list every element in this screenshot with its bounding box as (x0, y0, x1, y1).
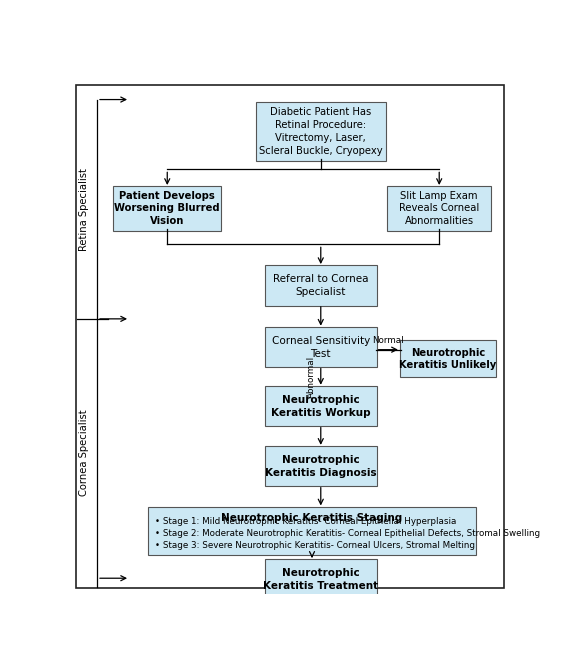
Text: Corneal Sensitivity
Test: Corneal Sensitivity Test (272, 336, 370, 358)
Text: Referral to Cornea
Specialist: Referral to Cornea Specialist (273, 274, 368, 297)
Text: Neurotrophic
Keratitis Workup: Neurotrophic Keratitis Workup (271, 395, 371, 418)
Text: Neurotrophic
Keratitis Treatment: Neurotrophic Keratitis Treatment (263, 568, 378, 591)
Text: Diabetic Patient Has
Retinal Procedure:
Vitrectomy, Laser,
Scleral Buckle, Cryop: Diabetic Patient Has Retinal Procedure: … (259, 107, 383, 155)
FancyBboxPatch shape (76, 85, 504, 588)
FancyBboxPatch shape (400, 340, 496, 378)
FancyBboxPatch shape (113, 186, 221, 231)
FancyBboxPatch shape (265, 559, 377, 599)
Text: Slit Lamp Exam
Reveals Corneal
Abnormalities: Slit Lamp Exam Reveals Corneal Abnormali… (399, 191, 479, 226)
FancyBboxPatch shape (388, 186, 491, 231)
Text: Neurotrophic
Keratitis Unlikely: Neurotrophic Keratitis Unlikely (400, 348, 496, 370)
FancyBboxPatch shape (265, 265, 377, 305)
FancyBboxPatch shape (265, 327, 377, 367)
Text: Retina Specialist: Retina Specialist (79, 168, 89, 251)
Text: Normal: Normal (372, 336, 404, 345)
Text: Neurotrophic
Keratitis Diagnosis: Neurotrophic Keratitis Diagnosis (265, 455, 376, 478)
Text: Cornea Specialist: Cornea Specialist (79, 410, 89, 496)
Text: Neurotrophic Keratitis Staging: Neurotrophic Keratitis Staging (221, 514, 402, 524)
FancyBboxPatch shape (265, 446, 377, 486)
FancyBboxPatch shape (265, 386, 377, 426)
Text: • Stage 1: Mild Neurotrophic Keratitis- Corneal Epithelial Hyperplasia
• Stage 2: • Stage 1: Mild Neurotrophic Keratitis- … (155, 517, 540, 550)
Text: Patient Develops
Worsening Blurred
Vision: Patient Develops Worsening Blurred Visio… (114, 191, 220, 226)
Text: Abnormal: Abnormal (307, 356, 316, 398)
FancyBboxPatch shape (148, 507, 475, 555)
FancyBboxPatch shape (256, 102, 385, 161)
